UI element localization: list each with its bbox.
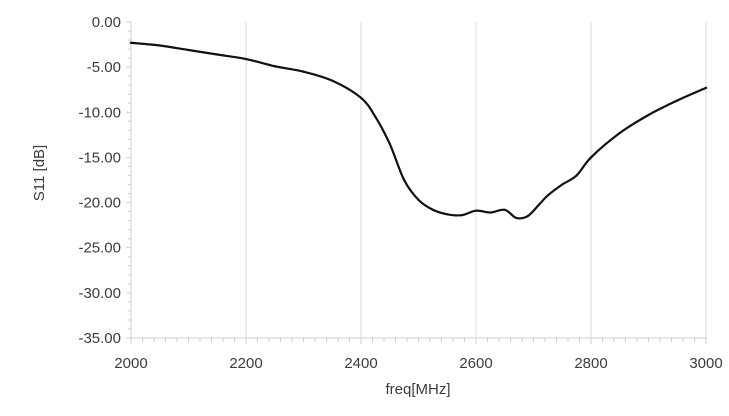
s11-data-point <box>489 211 492 214</box>
s11-data-point <box>216 53 219 56</box>
x-tick-label: 2400 <box>344 355 377 372</box>
grid-layer <box>245 22 707 338</box>
s11-data-point <box>331 79 334 82</box>
s11-data-point <box>589 156 593 159</box>
s11-data-point <box>526 215 529 218</box>
s11-data-point <box>704 86 708 90</box>
y-tick-label: 0.00 <box>92 14 121 31</box>
s11-data-point <box>515 216 518 220</box>
s11-data-point <box>302 70 305 73</box>
s11-data-point <box>431 208 434 211</box>
s11-data-point <box>388 142 391 145</box>
y-tick-label: -35.00 <box>78 330 121 347</box>
axis-layer <box>126 21 707 344</box>
x-axis-title: freq[MHz] <box>385 381 450 398</box>
s11-data-point <box>403 178 406 182</box>
x-tick-label: 2000 <box>114 355 147 372</box>
s11-data-point <box>187 48 190 52</box>
x-tick-label: 3000 <box>689 355 722 372</box>
x-tick-label: 2600 <box>459 355 492 372</box>
s11-data-point <box>676 99 679 102</box>
x-tick-label: 2800 <box>574 355 607 372</box>
y-tick-label: -10.00 <box>78 104 121 121</box>
y-tick-label: -25.00 <box>78 240 121 257</box>
s11-data-point <box>460 214 463 217</box>
s11-data-point <box>474 209 478 212</box>
s11-data-point <box>417 198 420 201</box>
s11-data-point <box>374 115 377 118</box>
y-tick-label: -5.00 <box>87 59 121 76</box>
s11-data-point <box>546 194 549 197</box>
s11-data-point <box>647 113 650 117</box>
x-tick-label: 2200 <box>229 355 262 372</box>
s11-data-point <box>503 208 506 211</box>
s11-data-point <box>244 57 248 61</box>
y-tick-label: -15.00 <box>78 149 121 166</box>
s11-data-point <box>158 44 161 47</box>
y-axis-title: S11 [dB] <box>31 145 48 201</box>
y-tick-label: -30.00 <box>78 285 121 302</box>
s11-data-point <box>575 174 578 177</box>
s11-data-point <box>538 203 541 206</box>
y-tick-label: -20.00 <box>78 195 121 212</box>
s11-data-point <box>129 41 133 44</box>
label-layer: 0.00 -5.00 -10.00 -15.00 -20.00 -25.00 -30.00 -… <box>78 14 722 372</box>
s11-data-point <box>273 65 276 68</box>
series-layer <box>129 41 708 220</box>
s11-data-point <box>561 183 564 186</box>
s11-data-point <box>359 96 363 99</box>
s11-data-point <box>618 131 621 135</box>
s11-series-line <box>129 41 708 220</box>
s11-data-point <box>446 213 449 216</box>
